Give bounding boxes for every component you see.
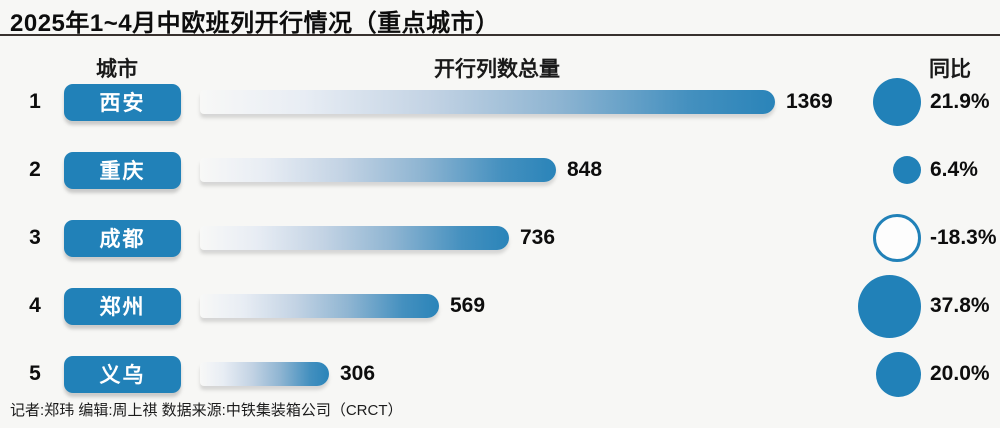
city-badge: 重庆 [64, 151, 181, 189]
city-badge: 郑州 [64, 287, 181, 325]
table-row: 5 义乌 306 20.0% [0, 340, 1000, 408]
value-bar [200, 90, 775, 114]
rank-label: 4 [29, 294, 41, 317]
yoy-circle [858, 274, 921, 338]
table-row: 1 西安 1369 21.9% [0, 68, 1000, 136]
yoy-label: 6.4% [930, 158, 978, 181]
bar-area: 306 [200, 362, 375, 386]
column-header-total: 开行列数总量 [434, 58, 560, 81]
value-label: 1369 [786, 90, 833, 113]
yoy-circle [893, 156, 921, 184]
value-bar [200, 362, 329, 386]
yoy-circle-box [849, 272, 921, 340]
column-header-yoy: 同比 [929, 58, 971, 81]
value-bar [200, 158, 556, 182]
yoy-circle-box [849, 204, 921, 272]
value-bar [200, 226, 509, 250]
city-badge: 成都 [64, 219, 181, 257]
yoy-circle-box [849, 68, 921, 136]
value-label: 306 [340, 362, 376, 385]
value-label: 848 [567, 158, 603, 181]
value-bar [200, 294, 439, 318]
table-row: 3 成都 736 -18.3% [0, 204, 1000, 272]
value-label: 736 [520, 226, 556, 249]
rank-label: 3 [29, 226, 41, 249]
bar-area: 736 [200, 226, 555, 250]
rank-label: 1 [29, 90, 41, 113]
table-row: 4 郑州 569 37.8% [0, 272, 1000, 340]
title-divider [0, 34, 1000, 36]
yoy-circle [873, 214, 921, 262]
bar-area: 569 [200, 294, 485, 318]
yoy-label: 20.0% [930, 362, 990, 385]
rank-label: 5 [29, 362, 41, 385]
chart-rows: 1 西安 1369 21.9% 2 重庆 848 6.4% 3 [0, 68, 1000, 408]
credits-source-line: 记者:郑玮 编辑:周上祺 数据来源:中铁集装箱公司（CRCT） [10, 402, 403, 419]
yoy-circle-box [849, 136, 921, 204]
yoy-circle-box [849, 340, 921, 408]
bar-area: 848 [200, 158, 602, 182]
page-title: 2025年1~4月中欧班列开行情况（重点城市） [10, 10, 500, 37]
yoy-label: -18.3% [930, 226, 997, 249]
yoy-label: 37.8% [930, 294, 990, 317]
bar-area: 1369 [200, 90, 833, 114]
city-badge: 义乌 [64, 355, 181, 393]
table-row: 2 重庆 848 6.4% [0, 136, 1000, 204]
column-header-city: 城市 [96, 58, 138, 81]
value-label: 569 [450, 294, 486, 317]
city-badge: 西安 [64, 83, 181, 121]
yoy-circle [876, 351, 921, 397]
yoy-circle [873, 78, 921, 126]
yoy-label: 21.9% [930, 90, 990, 113]
rank-label: 2 [29, 158, 41, 181]
